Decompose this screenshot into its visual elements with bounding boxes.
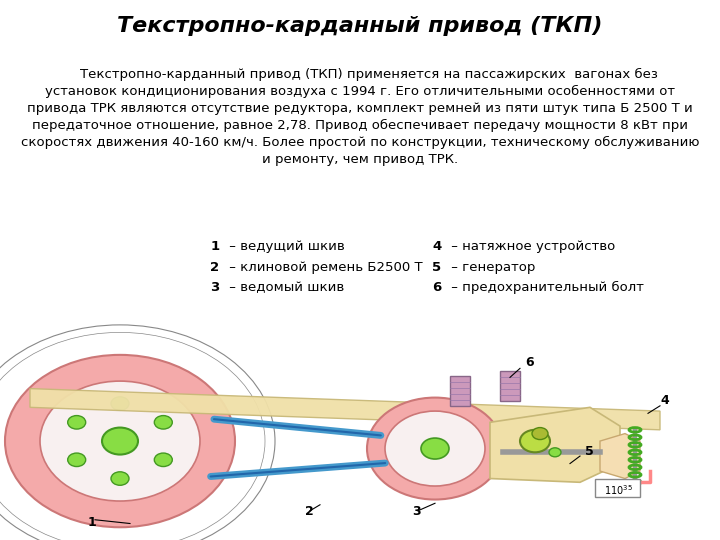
Text: 5: 5: [585, 444, 594, 457]
Circle shape: [102, 428, 138, 455]
Circle shape: [111, 397, 129, 410]
Text: – ведущий шкив: – ведущий шкив: [225, 240, 345, 253]
Text: 6: 6: [432, 281, 441, 294]
Circle shape: [111, 472, 129, 485]
Text: Текстропно-карданный привод (ТКП): Текстропно-карданный привод (ТКП): [117, 16, 603, 36]
Text: 2: 2: [305, 504, 314, 517]
Text: 3: 3: [412, 504, 420, 517]
Text: 2: 2: [210, 261, 220, 274]
Circle shape: [520, 430, 550, 453]
Text: 1: 1: [210, 240, 220, 253]
Circle shape: [68, 453, 86, 467]
Text: 5: 5: [432, 261, 441, 274]
Text: Текстропно-карданный привод (ТКП) применяется на пассажирских  вагонах без
устан: Текстропно-карданный привод (ТКП) примен…: [21, 68, 699, 166]
Text: $110^{35}$: $110^{35}$: [603, 483, 632, 497]
Polygon shape: [30, 389, 660, 430]
Polygon shape: [490, 407, 620, 482]
Circle shape: [532, 428, 548, 440]
Circle shape: [68, 416, 86, 429]
Circle shape: [40, 381, 200, 501]
Circle shape: [421, 438, 449, 459]
Circle shape: [385, 411, 485, 486]
Text: – генератор: – генератор: [447, 261, 535, 274]
Text: 6: 6: [525, 356, 534, 369]
Text: – натяжное устройство: – натяжное устройство: [447, 240, 615, 253]
Bar: [500, 372, 520, 401]
Circle shape: [549, 448, 561, 457]
Text: – клиновой ремень Б2500 Т: – клиновой ремень Б2500 Т: [225, 261, 423, 274]
Text: – ведомый шкив: – ведомый шкив: [225, 281, 344, 294]
Bar: [450, 376, 470, 406]
Text: 3: 3: [210, 281, 220, 294]
Bar: [595, 478, 640, 497]
Polygon shape: [600, 434, 640, 478]
Circle shape: [154, 416, 172, 429]
Circle shape: [154, 453, 172, 467]
Text: 4: 4: [432, 240, 441, 253]
Text: 1: 1: [88, 516, 96, 529]
Text: – предохранительный болт: – предохранительный болт: [447, 281, 644, 294]
Text: 4: 4: [660, 394, 669, 407]
Circle shape: [5, 355, 235, 527]
Circle shape: [367, 397, 503, 500]
